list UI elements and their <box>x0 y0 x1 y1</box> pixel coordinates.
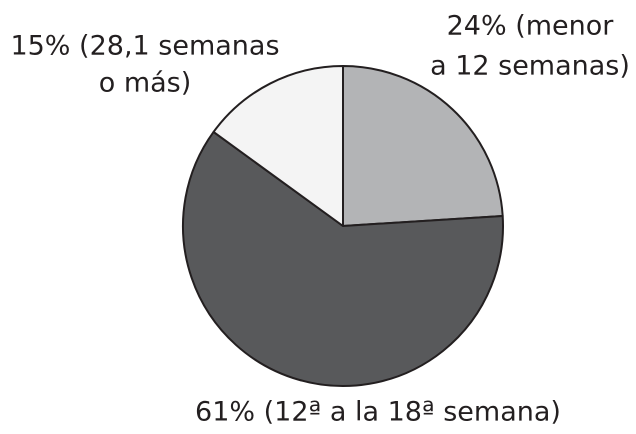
pie-slice <box>212 65 344 227</box>
pie-slice <box>182 130 504 387</box>
slice-label: 24% (menor <box>447 11 615 42</box>
slice-label: a 12 semanas) <box>430 51 630 82</box>
slice-label: o más) <box>99 68 192 99</box>
slice-label: 61% (12ª a la 18ª semana) <box>195 397 561 428</box>
slice-label: 15% (28,1 semanas <box>10 31 279 62</box>
pie-slice <box>342 65 504 227</box>
